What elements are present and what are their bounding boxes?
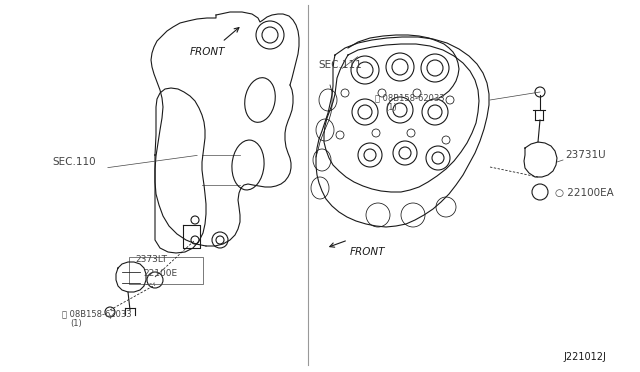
Text: FRONT: FRONT (350, 247, 385, 257)
Text: (1): (1) (70, 319, 82, 328)
Text: FRONT: FRONT (190, 47, 225, 57)
Text: J221012J: J221012J (563, 352, 606, 362)
Text: SEC.111: SEC.111 (318, 60, 362, 70)
Text: ○ 22100EA: ○ 22100EA (555, 188, 614, 198)
Text: 22100E: 22100E (143, 269, 177, 278)
Text: Ⓒ 08B158-62033: Ⓒ 08B158-62033 (375, 93, 445, 102)
Text: SEC.110: SEC.110 (52, 157, 95, 167)
Text: Ⓒ 08B158-62033: Ⓒ 08B158-62033 (62, 309, 132, 318)
Text: 23731U: 23731U (565, 150, 605, 160)
Text: 2373LT: 2373LT (135, 255, 167, 264)
Text: (1): (1) (385, 103, 397, 112)
